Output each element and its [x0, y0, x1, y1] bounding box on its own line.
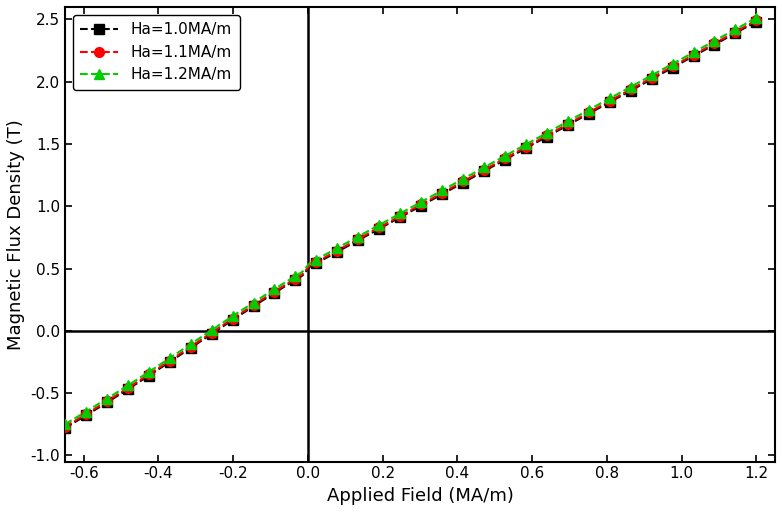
Ha=1.1MA/m	[472, 170, 482, 177]
Ha=1.2MA/m	[696, 46, 705, 52]
Ha=1.2MA/m	[752, 15, 761, 21]
Ha=1.1MA/m	[193, 339, 203, 345]
Line: Ha=1.0MA/m: Ha=1.0MA/m	[60, 17, 761, 433]
Ha=1.0MA/m	[417, 203, 426, 209]
Ha=1.1MA/m	[717, 36, 726, 42]
Ha=1.1MA/m	[696, 48, 705, 54]
Ha=1.0MA/m	[221, 322, 231, 328]
Ha=1.2MA/m	[717, 34, 726, 40]
Line: Ha=1.2MA/m: Ha=1.2MA/m	[60, 13, 761, 429]
Ha=1.2MA/m	[417, 199, 426, 205]
Ha=1.0MA/m	[193, 340, 203, 346]
Ha=1.1MA/m	[752, 17, 761, 24]
Ha=1.0MA/m	[717, 38, 726, 44]
Ha=1.2MA/m	[221, 318, 231, 324]
Ha=1.1MA/m	[60, 424, 70, 430]
Ha=1.0MA/m	[472, 172, 482, 178]
Ha=1.0MA/m	[752, 18, 761, 25]
Legend: Ha=1.0MA/m, Ha=1.1MA/m, Ha=1.2MA/m: Ha=1.0MA/m, Ha=1.1MA/m, Ha=1.2MA/m	[73, 14, 239, 90]
Ha=1.2MA/m	[60, 421, 70, 428]
X-axis label: Applied Field (MA/m): Applied Field (MA/m)	[327, 487, 514, 505]
Ha=1.2MA/m	[193, 336, 203, 343]
Ha=1.1MA/m	[221, 320, 231, 326]
Ha=1.2MA/m	[472, 168, 482, 175]
Y-axis label: Magnetic Flux Density (T): Magnetic Flux Density (T)	[7, 119, 25, 350]
Ha=1.0MA/m	[696, 49, 705, 55]
Ha=1.0MA/m	[60, 425, 70, 431]
Ha=1.1MA/m	[417, 201, 426, 207]
Line: Ha=1.1MA/m: Ha=1.1MA/m	[60, 15, 761, 432]
